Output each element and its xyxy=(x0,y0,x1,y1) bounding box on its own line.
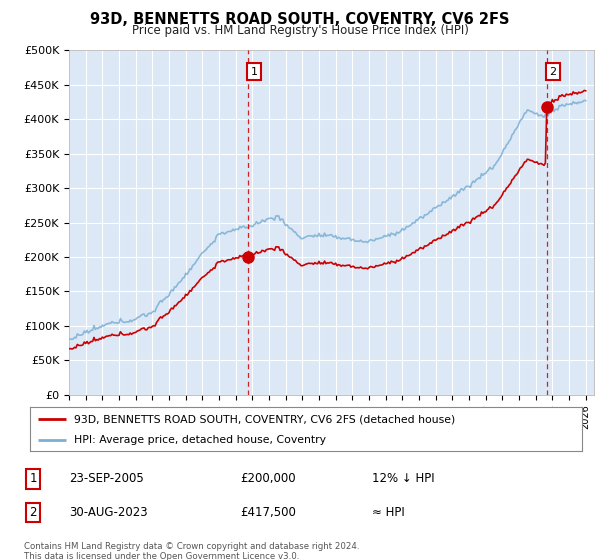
Text: 1: 1 xyxy=(250,67,257,77)
Text: 30-AUG-2023: 30-AUG-2023 xyxy=(69,506,148,519)
Text: Price paid vs. HM Land Registry's House Price Index (HPI): Price paid vs. HM Land Registry's House … xyxy=(131,24,469,36)
Text: £200,000: £200,000 xyxy=(240,472,296,486)
Text: HPI: Average price, detached house, Coventry: HPI: Average price, detached house, Cove… xyxy=(74,435,326,445)
Text: ≈ HPI: ≈ HPI xyxy=(372,506,405,519)
Text: £417,500: £417,500 xyxy=(240,506,296,519)
Text: Contains HM Land Registry data © Crown copyright and database right 2024.
This d: Contains HM Land Registry data © Crown c… xyxy=(24,542,359,560)
Text: 2: 2 xyxy=(29,506,37,519)
Text: 1: 1 xyxy=(29,472,37,486)
Text: 23-SEP-2005: 23-SEP-2005 xyxy=(69,472,144,486)
Text: 93D, BENNETTS ROAD SOUTH, COVENTRY, CV6 2FS: 93D, BENNETTS ROAD SOUTH, COVENTRY, CV6 … xyxy=(90,12,510,27)
Text: 93D, BENNETTS ROAD SOUTH, COVENTRY, CV6 2FS (detached house): 93D, BENNETTS ROAD SOUTH, COVENTRY, CV6 … xyxy=(74,414,455,424)
Text: 2: 2 xyxy=(549,67,556,77)
Text: 12% ↓ HPI: 12% ↓ HPI xyxy=(372,472,434,486)
